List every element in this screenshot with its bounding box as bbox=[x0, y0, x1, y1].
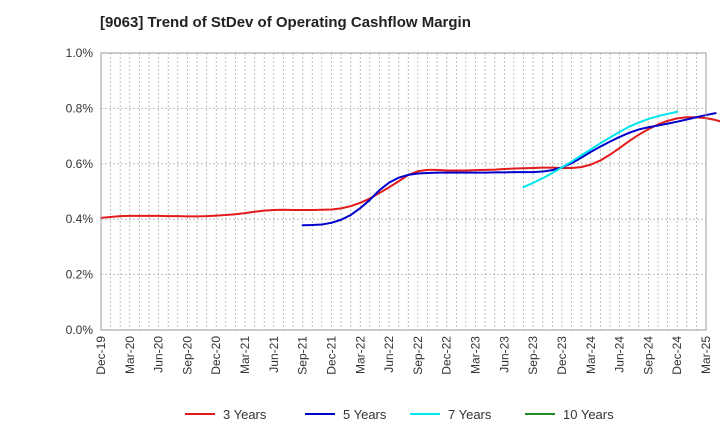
x-tick-label: Mar-22 bbox=[353, 336, 367, 374]
x-tick-label: Jun-23 bbox=[497, 336, 511, 373]
y-tick-label: 0.0% bbox=[66, 323, 94, 337]
x-tick-label: Jun-20 bbox=[152, 336, 166, 373]
legend-label-3-years: 3 Years bbox=[223, 407, 267, 422]
x-tick-label: Sep-20 bbox=[180, 336, 194, 375]
x-tick-label: Jun-22 bbox=[382, 336, 396, 373]
x-tick-label: Mar-21 bbox=[238, 336, 252, 374]
x-tick-label: Dec-24 bbox=[670, 336, 684, 375]
chart-title: [9063] Trend of StDev of Operating Cashf… bbox=[100, 14, 471, 31]
grid-layer bbox=[100, 52, 707, 331]
x-tick-label: Dec-21 bbox=[324, 336, 338, 375]
x-tick-label: Dec-20 bbox=[209, 336, 223, 375]
x-tick-label: Mar-25 bbox=[699, 336, 713, 374]
x-tick-label: Dec-19 bbox=[94, 336, 108, 375]
series-line-5-years bbox=[301, 112, 717, 227]
legend: 3 Years 5 Years 7 Years 10 Years bbox=[185, 407, 614, 422]
x-tick-label: Sep-24 bbox=[641, 336, 655, 375]
y-tick-label: 1.0% bbox=[66, 46, 94, 60]
y-tick-label: 0.8% bbox=[66, 101, 94, 115]
plot-frame bbox=[100, 52, 707, 331]
x-tick-label: Mar-20 bbox=[123, 336, 137, 374]
legend-label-5-years: 5 Years bbox=[343, 407, 387, 422]
x-tick-label: Jun-24 bbox=[613, 336, 627, 373]
y-tick-label: 0.2% bbox=[66, 268, 94, 282]
x-tick-label: Jun-21 bbox=[267, 336, 281, 373]
x-tick-label: Sep-21 bbox=[296, 336, 310, 375]
legend-label-10-years: 10 Years bbox=[563, 407, 614, 422]
axis-layer: 0.0% 0.2% 0.4% 0.6% 0.8% 1.0% Dec-19 Mar-20 Jun-… bbox=[66, 46, 713, 375]
x-tick-label: Sep-22 bbox=[411, 336, 425, 375]
x-tick-label: Mar-24 bbox=[584, 336, 598, 374]
y-tick-label: 0.4% bbox=[66, 212, 94, 226]
y-tick-label: 0.6% bbox=[66, 157, 94, 171]
series-line-3-years bbox=[100, 116, 720, 219]
x-tick-label: Dec-22 bbox=[440, 336, 454, 375]
series-layer bbox=[100, 110, 720, 227]
x-tick-label: Sep-23 bbox=[526, 336, 540, 375]
x-tick-label: Mar-23 bbox=[469, 336, 483, 374]
x-tick-label: Dec-23 bbox=[555, 336, 569, 375]
series-line-7-years bbox=[522, 110, 679, 189]
legend-label-7-years: 7 Years bbox=[448, 407, 492, 422]
